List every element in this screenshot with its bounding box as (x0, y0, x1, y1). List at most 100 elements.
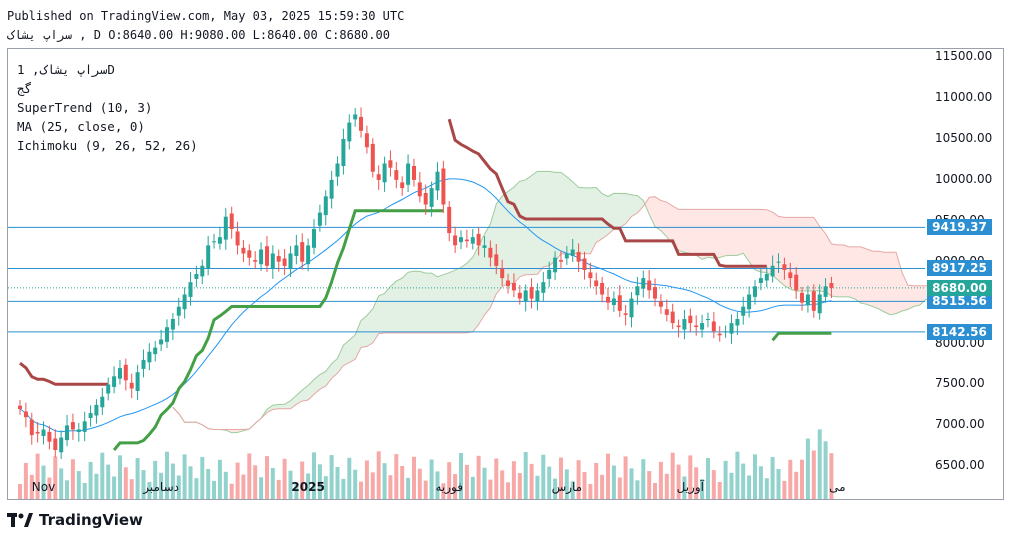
cloud-segment (619, 193, 626, 228)
candle-body (370, 143, 375, 172)
cloud-segment (272, 404, 279, 410)
legend-ichimoku[interactable]: Ichimoku (9, 26, 52, 26) (17, 138, 198, 153)
cloud-segment (731, 209, 738, 256)
volume-bar (35, 453, 40, 499)
cloud-segment (831, 243, 838, 297)
candle (611, 291, 616, 312)
candle-body (241, 247, 246, 254)
candle (576, 243, 581, 272)
candle (617, 285, 622, 318)
volume-bar (429, 459, 434, 499)
y-tick-label: 6500.00 (935, 458, 985, 473)
price-tag: 8515.56 (927, 293, 992, 310)
candle-body (382, 163, 387, 183)
volume-bar (600, 474, 605, 499)
candle-body (423, 193, 428, 205)
legend-subtitle: گج (17, 81, 33, 96)
candle-body (653, 287, 657, 299)
candle (376, 165, 381, 190)
candle (694, 315, 699, 336)
candle-body (805, 294, 810, 306)
candle (229, 206, 234, 239)
cloud-segment (290, 395, 297, 409)
cloud-segment (578, 187, 585, 254)
candle-body (188, 282, 193, 297)
candle (676, 319, 681, 338)
candle-body (800, 292, 804, 303)
candle (758, 268, 763, 291)
volume-bar (182, 454, 187, 499)
candle (282, 249, 287, 276)
cloud-segment (590, 187, 597, 254)
cloud-segment (466, 257, 473, 333)
candle-body (35, 431, 40, 434)
candle-body (306, 245, 311, 265)
candle (388, 150, 393, 177)
cloud-segment (455, 267, 461, 333)
candle-body (118, 368, 122, 379)
candle-body (747, 294, 752, 310)
tradingview-logo-icon (7, 513, 33, 527)
cloud-segment (854, 246, 861, 303)
candle-body (294, 245, 299, 256)
candle (147, 343, 152, 371)
cloud-segment (672, 206, 679, 251)
candle (306, 238, 311, 272)
cloud-segment (231, 429, 238, 433)
cloud-segment (478, 234, 485, 325)
candle-body (335, 163, 340, 177)
volume-bar (412, 456, 416, 499)
candle (788, 262, 793, 288)
cloud-segment (778, 216, 785, 286)
candle-body (259, 249, 264, 265)
cloud-segment (849, 246, 855, 300)
chart-canvas[interactable] (8, 49, 1004, 499)
candle-body (711, 321, 716, 332)
volume-bar (359, 481, 363, 499)
candle-body (235, 231, 240, 246)
legend-supertrend[interactable]: SuperTrend (10, 3) (17, 100, 153, 115)
volume-bar (376, 451, 381, 499)
candle-body (94, 404, 99, 416)
cloud-segment (890, 252, 897, 315)
candle-body (464, 239, 469, 242)
candle-body (664, 309, 669, 315)
y-tick-label: 7000.00 (935, 417, 985, 432)
candle-body (176, 306, 181, 316)
cloud-segment (702, 209, 708, 260)
candle (188, 272, 193, 306)
cloud-segment (519, 179, 526, 277)
candle-body (182, 294, 187, 310)
candle-body (123, 364, 128, 381)
volume-bar (529, 463, 534, 499)
candle (417, 172, 422, 203)
volume-bar (347, 457, 352, 499)
candle (153, 341, 158, 362)
legend-ma[interactable]: MA (25, close, 0) (17, 119, 145, 134)
candle (294, 234, 299, 265)
candle-body (59, 437, 64, 453)
candle (635, 276, 640, 305)
candle-body (506, 280, 510, 287)
candle (65, 415, 69, 447)
candle (794, 267, 799, 300)
candle-body (482, 245, 487, 248)
candle-body (770, 265, 775, 277)
candle-body (388, 160, 393, 168)
candle (82, 411, 87, 442)
candle-body (559, 260, 563, 262)
candle (206, 236, 211, 276)
volume-bar (353, 469, 358, 499)
candle-body (359, 116, 363, 131)
candle-body (676, 325, 681, 328)
candle (35, 422, 40, 443)
candle-body (88, 413, 93, 418)
volume-bar (488, 479, 493, 499)
cloud-segment (413, 271, 420, 333)
candle-body (600, 283, 605, 295)
candle-body (829, 283, 834, 288)
y-tick-label: 7500.00 (935, 376, 985, 391)
volume-bar (65, 480, 69, 499)
cloud-segment (513, 181, 520, 284)
candles (18, 107, 834, 459)
